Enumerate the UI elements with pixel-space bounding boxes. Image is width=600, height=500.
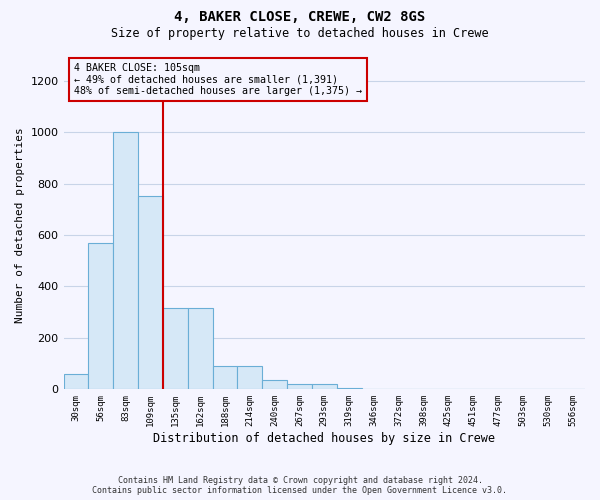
Bar	[64, 374, 88, 390]
Y-axis label: Number of detached properties: Number of detached properties	[15, 127, 25, 322]
Bar	[262, 380, 287, 390]
Bar	[238, 366, 262, 390]
Text: 4, BAKER CLOSE, CREWE, CW2 8GS: 4, BAKER CLOSE, CREWE, CW2 8GS	[175, 10, 425, 24]
Bar	[312, 384, 337, 390]
X-axis label: Distribution of detached houses by size in Crewe: Distribution of detached houses by size …	[153, 432, 495, 445]
Bar	[362, 389, 386, 390]
Bar	[188, 308, 212, 390]
Bar	[88, 242, 113, 390]
Text: Contains HM Land Registry data © Crown copyright and database right 2024.
Contai: Contains HM Land Registry data © Crown c…	[92, 476, 508, 495]
Text: 4 BAKER CLOSE: 105sqm
← 49% of detached houses are smaller (1,391)
48% of semi-d: 4 BAKER CLOSE: 105sqm ← 49% of detached …	[74, 64, 362, 96]
Text: Size of property relative to detached houses in Crewe: Size of property relative to detached ho…	[111, 28, 489, 40]
Bar	[113, 132, 138, 390]
Bar	[337, 388, 362, 390]
Bar	[212, 366, 238, 390]
Bar	[138, 196, 163, 390]
Bar	[287, 384, 312, 390]
Bar	[163, 308, 188, 390]
